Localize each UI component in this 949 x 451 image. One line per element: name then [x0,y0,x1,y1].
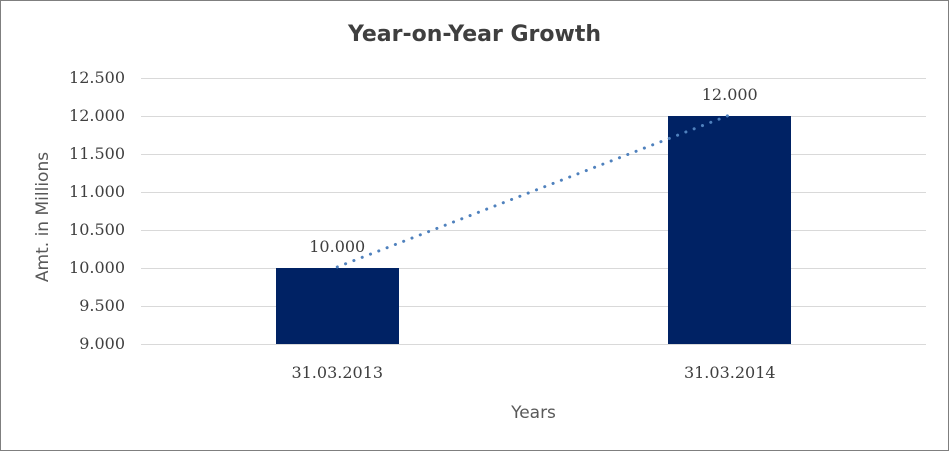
y-tick-label: 9.500 [79,296,125,315]
gridline [141,268,926,269]
x-category-label: 31.03.2014 [683,363,776,382]
x-axis-title: Years [511,403,556,423]
gridline [141,306,926,307]
chart-title: Year-on-Year Growth [347,22,602,47]
y-tick-label: 11.000 [69,182,125,201]
y-tick-label: 12.000 [69,106,125,125]
bar-data-label: 12.000 [701,85,758,104]
gridline [141,116,926,117]
bar [275,268,399,344]
y-tick-label: 12.500 [69,68,125,87]
x-category-label: 31.03.2013 [291,363,384,382]
gridline [141,154,926,155]
gridline [141,78,926,79]
y-tick-label: 10.000 [69,258,125,277]
bar-data-label: 10.000 [309,237,366,256]
bar [668,116,792,344]
gridline [141,344,926,345]
y-tick-label: 9.000 [79,334,125,353]
gridline [141,192,926,193]
y-tick-label: 11.500 [69,144,125,163]
y-tick-label: 10.500 [69,220,125,239]
gridline [141,230,926,231]
